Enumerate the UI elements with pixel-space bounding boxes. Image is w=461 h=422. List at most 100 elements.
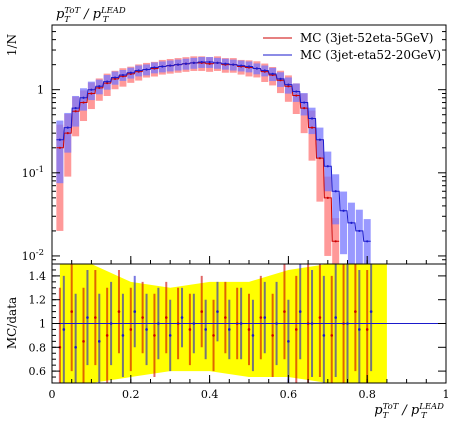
point-s0-0: [58, 146, 61, 149]
point-s0-3: [82, 101, 85, 104]
band-s1-31: [300, 93, 308, 116]
point-s1-4: [90, 88, 93, 91]
point-s1-10: [137, 69, 140, 72]
ytick-label-1: 1: [37, 84, 44, 97]
ytick-exp: -1: [36, 165, 44, 175]
point-s1-2: [74, 107, 77, 110]
point-s0-19: [208, 62, 211, 65]
point-s1-30: [295, 90, 298, 93]
ratio-point-s1-10: [180, 316, 184, 319]
xtick-label: 0: [49, 388, 56, 401]
point-s1-23: [240, 64, 243, 67]
band-s0-32: [308, 110, 316, 161]
xtick-label: 0.6: [280, 388, 298, 401]
point-s1-6: [106, 80, 109, 83]
xlabel-sub2: T: [421, 411, 428, 421]
ratio-point-s1-2: [86, 316, 89, 319]
point-s1-8: [121, 73, 125, 77]
point-s0-31: [303, 107, 306, 110]
xtick-label: 0.8: [358, 388, 376, 401]
ratio-point-s1-23: [334, 316, 337, 319]
point-s1-26: [263, 69, 266, 72]
band-s1-36: [340, 191, 348, 255]
ratio-point-s0-12: [200, 310, 204, 313]
ratio-ytick-label: 0.8: [29, 341, 47, 354]
chart-title: pToT T / pLEAD T: [56, 6, 126, 25]
legend: MC (3jet-52eta-5GeV) MC (3jet-eta52-20GeV…: [263, 31, 441, 62]
point-s0-4: [90, 92, 93, 95]
ratio-point-s0-13: [212, 334, 215, 337]
point-s0-32: [310, 126, 314, 129]
point-s1-12: [153, 66, 156, 69]
point-s0-1: [66, 132, 69, 135]
point-s1-9: [129, 71, 132, 74]
ratio-point-s0-17: [259, 316, 263, 319]
point-s1-25: [255, 67, 258, 70]
ratio-point-s1-22: [322, 334, 326, 337]
point-s1-32: [310, 117, 314, 120]
ratio-point-s1-17: [263, 316, 267, 319]
ratio-series: [52, 264, 446, 383]
point-s0-29: [287, 85, 290, 88]
point-s1-18: [200, 60, 203, 64]
legend-label-0: MC (3jet-52eta-5GeV): [300, 31, 433, 45]
ratio-point-s1-19: [287, 340, 290, 343]
ratio-point-s0-20: [294, 328, 298, 331]
point-s1-15: [176, 63, 180, 66]
band-s0-33: [316, 139, 324, 202]
point-s1-24: [247, 65, 251, 68]
point-s0-5: [98, 86, 101, 90]
xlabel-sup: ToT: [383, 402, 400, 412]
ratio-point-s1-20: [298, 310, 302, 313]
band-s1-38: [355, 209, 363, 264]
title-slash: / p: [80, 7, 102, 22]
ytick-label-0.01: 10-2: [22, 248, 44, 263]
ratio-ytick-label: 1: [39, 318, 46, 331]
title-sup: ToT: [64, 6, 81, 16]
ratio-point-s0-7: [141, 316, 144, 319]
ratio-point-s0-16: [247, 328, 251, 331]
xlabel-sup2: LEAD: [418, 402, 444, 412]
point-s1-28: [279, 77, 282, 80]
ratio-point-s1-9: [168, 334, 172, 337]
ratio-point-s1-25: [358, 328, 361, 331]
point-s1-38: [358, 229, 361, 233]
ratio-point-s0-3: [94, 316, 97, 319]
title-sup2: LEAD: [100, 6, 126, 16]
title-sub: T: [64, 15, 71, 25]
xtick-label: 1: [443, 388, 450, 401]
point-s0-35: [334, 240, 337, 243]
ratio-ytick-label: 1.2: [29, 294, 47, 307]
band-s0-34: [324, 176, 332, 256]
title-sub2: T: [103, 15, 110, 25]
ratio-point-s1-14: [228, 328, 231, 331]
point-s1-3: [82, 96, 85, 99]
point-s1-39: [366, 240, 369, 243]
top-series-lines: [56, 60, 371, 243]
xlabel: pToT T / pLEAD T: [374, 402, 444, 421]
point-s1-17: [192, 61, 195, 64]
point-s1-27: [271, 72, 274, 75]
ratio-point-s1-6: [133, 310, 137, 313]
ratio-point-s0-8: [153, 334, 156, 337]
ratio-point-s0-25: [354, 310, 357, 313]
ratio-point-s1-16: [251, 334, 255, 337]
ratio-point-s0-1: [70, 310, 73, 313]
point-s1-35: [334, 190, 337, 193]
ratio-point-s1-26: [369, 310, 373, 313]
ratio-point-s1-0: [62, 328, 66, 331]
ratio-point-s0-26: [365, 328, 369, 331]
band-s1-33: [316, 127, 324, 159]
xtick-label: 0.2: [122, 388, 140, 401]
point-s1-13: [161, 65, 164, 68]
xlabel-sub: T: [383, 411, 390, 421]
point-s0-33: [318, 157, 322, 160]
ratio-point-s0-14: [224, 316, 227, 319]
ratio-point-s1-3: [97, 340, 101, 343]
ratio-point-s0-11: [188, 328, 192, 331]
band-s1-37: [347, 202, 355, 264]
ratio-point-s0-6: [129, 328, 133, 331]
ratio-point-s0-19: [283, 310, 286, 313]
ratio-point-s0-23: [330, 334, 334, 337]
ytick-label-0.1: 10-1: [22, 165, 44, 180]
